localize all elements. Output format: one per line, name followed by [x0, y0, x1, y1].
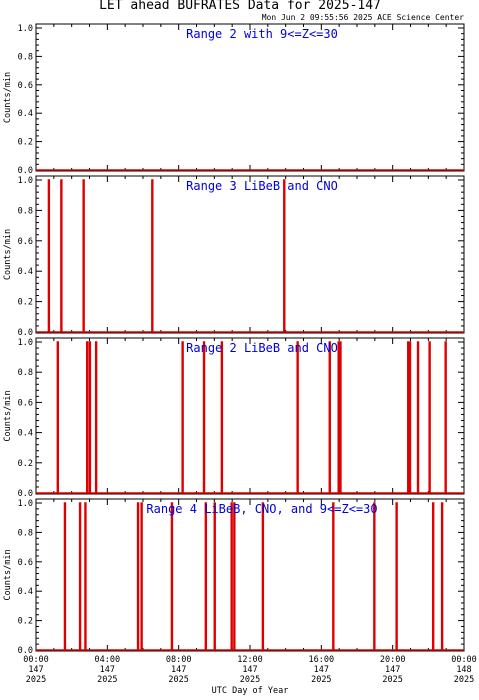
panel-1: 0.0 0.2 0.4 0.6 0.8 1.0 Counts/min Range 2 with…	[3, 23, 465, 176]
y-tick-label: 0.4	[18, 429, 33, 439]
panel-frame	[35, 175, 465, 334]
x-tick-label: 2025	[97, 675, 117, 685]
x-tick-label: 2025	[311, 675, 331, 685]
y-tick-label: 1.0	[18, 176, 33, 186]
x-tick-label: 147	[28, 665, 43, 675]
x-axis-ticks: 00:00147202504:00147202508:00147202512:0…	[23, 655, 477, 685]
y-tick-label: 0.2	[18, 298, 33, 308]
y-tick-label: 0.0	[18, 489, 33, 499]
y-tick-label: 0.2	[18, 617, 33, 627]
panel-title: Range 2 LiBeB and CNO	[186, 341, 338, 355]
x-tick-label: 2025	[240, 675, 260, 685]
x-tick-label: 2025	[168, 675, 188, 685]
panel-frame	[35, 498, 465, 652]
chart-title: LET ahead BUFRATES Data for 2025-147	[99, 0, 381, 13]
panel-title: Range 4 LiBeB, CNO, and 9<=Z<=30	[146, 502, 377, 516]
series-line	[36, 179, 464, 333]
series-line	[36, 341, 464, 494]
y-tick-label: 0.6	[18, 81, 33, 91]
y-tick-label: 0.0	[18, 646, 33, 656]
y-tick-label: 1.0	[18, 338, 33, 348]
y-tick-label: 0.6	[18, 398, 33, 408]
x-tick-label: 2025	[382, 675, 402, 685]
x-tick-label: 20:00	[380, 655, 406, 665]
panel-title: Range 3 LiBeB and CNO	[186, 179, 338, 193]
x-tick-label: 147	[171, 665, 186, 675]
x-tick-label: 147	[242, 665, 257, 675]
x-tick-label: 00:00	[451, 655, 477, 665]
x-tick-label: 147	[100, 665, 115, 675]
chart-subtitle: Mon Jun 2 09:55:56 2025 ACE Science Cent…	[262, 13, 464, 22]
panel-4: 0.0 0.2 0.4 0.6 0.8 1.0 Counts/min Range 4 LiBe…	[3, 498, 465, 656]
y-tick-label: 0.8	[18, 52, 33, 62]
y-tick-label: 0.8	[18, 206, 33, 216]
series-line	[36, 502, 464, 651]
y-tick-label: 1.0	[18, 499, 33, 509]
x-tick-label: 2025	[26, 675, 46, 685]
panels: 0.0 0.2 0.4 0.6 0.8 1.0 Counts/min Range 2 with…	[3, 23, 465, 656]
y-tick-label: 0.4	[18, 587, 33, 597]
x-tick-label: 12:00	[237, 655, 263, 665]
y-tick-label: 0.0	[18, 166, 33, 176]
x-tick-label: 08:00	[166, 655, 192, 665]
y-tick-label: 0.6	[18, 558, 33, 568]
y-tick-label: 0.8	[18, 368, 33, 378]
x-tick-label: 04:00	[95, 655, 121, 665]
y-tick-label: 1.0	[18, 24, 33, 34]
y-axis-label: Counts/min	[3, 72, 13, 123]
y-tick-label: 0.2	[18, 138, 33, 148]
panel-title: Range 2 with 9<=Z<=30	[186, 27, 338, 41]
x-axis-label: UTC Day of Year	[212, 686, 289, 696]
x-tick-label: 00:00	[23, 655, 49, 665]
y-tick-label: 0.4	[18, 267, 33, 277]
y-axis-label: Counts/min	[3, 390, 13, 441]
panel-2: 0.0 0.2 0.4 0.6 0.8 1.0 Counts/min Range 3 LiBe…	[3, 175, 465, 338]
y-tick-label: 0.2	[18, 459, 33, 469]
y-tick-label: 0.8	[18, 528, 33, 538]
x-tick-label: 147	[314, 665, 329, 675]
x-tick-label: 2025	[454, 675, 474, 685]
x-tick-label: 148	[456, 665, 471, 675]
y-axis-label: Counts/min	[3, 549, 13, 600]
x-tick-label: 16:00	[309, 655, 335, 665]
y-tick-label: 0.0	[18, 328, 33, 338]
panel-3: 0.0 0.2 0.4 0.6 0.8 1.0 Counts/min Range 2 LiBe…	[3, 337, 465, 499]
panel-frame	[35, 23, 465, 172]
y-tick-label: 0.4	[18, 109, 33, 119]
x-tick-label: 147	[385, 665, 400, 675]
y-tick-label: 0.6	[18, 237, 33, 247]
y-axis-label: Counts/min	[3, 229, 13, 280]
panel-frame	[35, 337, 465, 495]
